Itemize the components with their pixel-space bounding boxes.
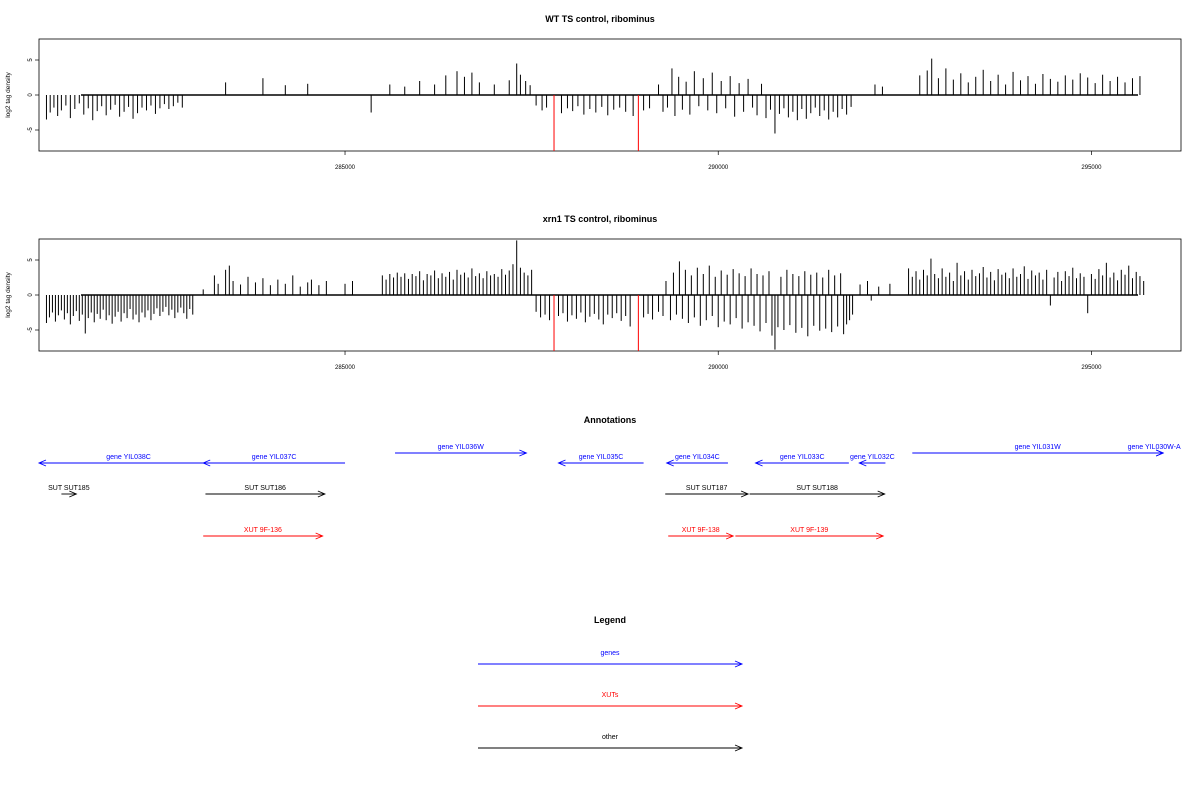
feature-arrow-head (754, 459, 763, 467)
feature-label: SUT SUT188 (796, 485, 838, 492)
legend-label: genes (600, 650, 620, 657)
feature-arrow-head (1155, 449, 1165, 457)
feature-label: gene YIL036W (438, 444, 485, 451)
feature-label: XUT 9F-138 (682, 527, 720, 534)
legend-arrow-head (734, 660, 744, 668)
annotations-title: Annotations (584, 415, 637, 425)
y-tick-label: -5 (28, 127, 34, 133)
xrn1-track-panel: xrn1 TS control, ribominus log2 tag densi… (5, 214, 1182, 371)
feature-label: gene YIL034C (675, 454, 720, 461)
feature-label: SUT SUT187 (686, 485, 728, 492)
feature-label: gene YIL032C (850, 454, 895, 461)
x-tick-label: 295000 (1081, 165, 1102, 171)
feature-label: XUT 9F-136 (244, 527, 282, 534)
feature-arrow-head (858, 459, 867, 467)
feature-label: gene YIL035C (579, 454, 624, 461)
feature-label: gene YIL033C (780, 454, 825, 461)
feature-label: SUT SUT186 (244, 485, 286, 492)
legend-label: XUTs (602, 692, 619, 699)
feature-label: gene YIL037C (252, 454, 297, 461)
x-tick-label: 295000 (1081, 365, 1102, 371)
feature-label: gene YIL031W (1015, 444, 1062, 451)
x-tick-label: 285000 (335, 365, 356, 371)
feature-label: XUT 9F-139 (790, 527, 828, 534)
feature-arrow-head (876, 532, 885, 540)
y-tick-label: 0 (28, 293, 34, 297)
legend-label: other (602, 734, 619, 741)
x-tick-label: 285000 (335, 165, 356, 171)
feature-arrow-head (202, 459, 211, 467)
feature-arrow-head (665, 459, 674, 467)
x-tick-label: 290000 (708, 365, 729, 371)
y-tick-label: -5 (28, 327, 34, 333)
legend-arrow-head (734, 744, 744, 752)
feature-arrow-head (519, 449, 528, 457)
legend-arrow-head (734, 702, 744, 710)
chart-title: WT TS control, ribominus (545, 14, 655, 24)
feature-label: SUT SUT185 (48, 485, 90, 492)
wt-track-panel: WT TS control, ribominus log2 tag density… (5, 14, 1182, 171)
feature-arrow-head (69, 490, 78, 498)
y-axis-label: log2 tag density (5, 71, 12, 117)
feature-arrow-head (315, 532, 324, 540)
y-tick-label: 0 (28, 93, 34, 97)
legend-title: Legend (594, 615, 626, 625)
y-tick-label: 5 (28, 258, 34, 262)
y-tick-label: 5 (28, 58, 34, 62)
feature-arrow-head (317, 490, 327, 498)
feature-arrow-head (740, 490, 750, 498)
x-tick-label: 290000 (708, 165, 729, 171)
feature-arrow-head (877, 490, 886, 498)
feature-arrow-head (557, 459, 566, 467)
feature-arrow-head (37, 459, 47, 467)
chart-title: xrn1 TS control, ribominus (543, 214, 658, 224)
y-axis-label: log2 tag density (5, 271, 12, 317)
feature-label: gene YIL030W-A (1128, 444, 1181, 451)
feature-label: gene YIL038C (106, 454, 151, 461)
feature-arrow-head (725, 532, 735, 540)
legend-panel: Legend genes XUTs other (478, 615, 744, 752)
annotations-panel: Annotations gene YIL038C gene YIL037C gene … (37, 415, 1181, 540)
